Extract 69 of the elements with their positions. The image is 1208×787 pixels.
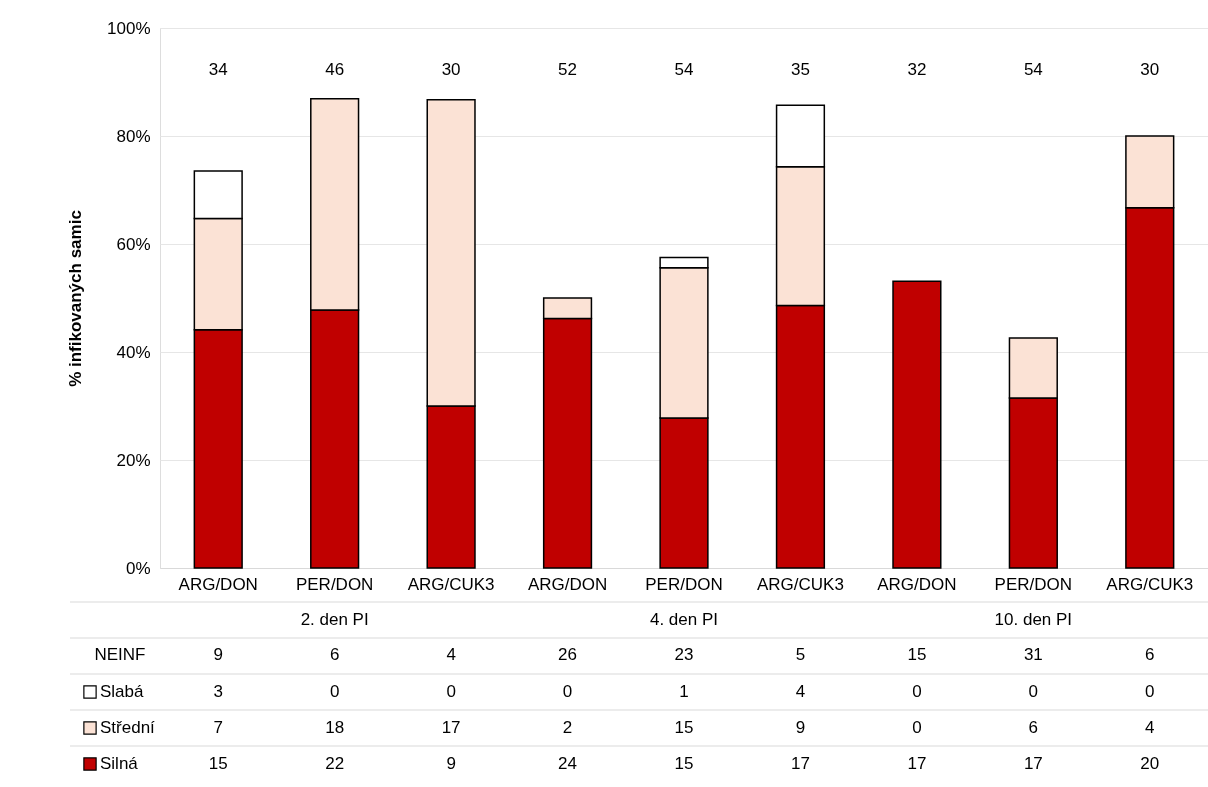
y-tick-label: 20% xyxy=(116,450,151,470)
x-tick-label: ARG/DON xyxy=(527,574,608,594)
text: 4 xyxy=(1145,718,1155,737)
text: 9 xyxy=(795,718,806,737)
y-tick-label: 40% xyxy=(116,342,151,362)
text: 17 xyxy=(1023,754,1043,773)
x-tick-label: ARG/CUK3 xyxy=(756,574,844,594)
bar xyxy=(892,280,942,569)
text: 6 xyxy=(1145,645,1155,664)
text: 9 xyxy=(446,754,456,773)
text: 2 xyxy=(562,718,573,737)
annotation: 54 xyxy=(674,60,694,79)
y-tick-label: 60% xyxy=(116,234,151,254)
text: 22 xyxy=(325,754,345,773)
text: 18 xyxy=(325,718,345,737)
text: 20 xyxy=(1140,754,1160,773)
text: 0 xyxy=(329,682,340,701)
x-tick-label: PER/DON xyxy=(295,574,374,594)
text: 1 xyxy=(679,682,689,701)
text: NEINF xyxy=(94,645,146,664)
text: 0 xyxy=(912,682,922,701)
x-tick-label: ARG/CUK3 xyxy=(1106,574,1194,594)
text: 3 xyxy=(213,682,223,701)
text: 23 xyxy=(674,645,694,664)
text: 0 xyxy=(562,682,573,701)
text: 15 xyxy=(674,718,694,737)
text: 31 xyxy=(1023,645,1043,664)
annotation: 34 xyxy=(208,60,228,79)
text: 26 xyxy=(558,645,578,664)
text: 17 xyxy=(907,754,927,773)
annotation: 52 xyxy=(558,60,578,79)
x-tick-label: ARG/DON xyxy=(877,574,957,594)
y-axis-title: % infikovaných samic xyxy=(66,210,86,387)
text: 6 xyxy=(329,645,340,664)
x-tick-label: ARG/DON xyxy=(178,574,258,594)
legend-label: Silná xyxy=(100,754,139,773)
text: 0 xyxy=(446,682,456,701)
x-tick-label: ARG/CUK3 xyxy=(407,574,495,594)
annotation: 30 xyxy=(1140,60,1160,79)
annotation: 30 xyxy=(441,60,461,79)
legend-label: Slabá xyxy=(100,682,145,701)
annotation: 54 xyxy=(1023,60,1043,79)
text: 10. den PI xyxy=(994,610,1073,629)
text: 0 xyxy=(1145,682,1155,701)
annotation: 35 xyxy=(790,60,810,79)
text: 4. den PI xyxy=(649,610,719,629)
text: 17 xyxy=(790,754,810,773)
text: 5 xyxy=(795,645,806,664)
text: 0 xyxy=(912,718,922,737)
text: 4 xyxy=(446,645,456,664)
text: 9 xyxy=(213,645,223,664)
text: 15 xyxy=(208,754,228,773)
y-tick-label: 0% xyxy=(125,558,151,578)
text: 4 xyxy=(795,682,806,701)
text: 17 xyxy=(441,718,461,737)
y-tick-label: 100% xyxy=(107,18,151,38)
legend-label: Střední xyxy=(100,718,156,737)
x-tick-label: PER/DON xyxy=(994,574,1073,594)
annotation: 32 xyxy=(907,60,927,79)
x-tick-label: PER/DON xyxy=(645,574,723,594)
text: 6 xyxy=(1028,718,1039,737)
y-tick-label: 80% xyxy=(116,126,151,146)
annotation: 46 xyxy=(325,60,345,79)
text: 0 xyxy=(1028,682,1039,701)
text: 15 xyxy=(674,754,694,773)
text: 24 xyxy=(558,754,578,773)
text: 7 xyxy=(213,718,223,737)
text: 2. den PI xyxy=(300,610,369,629)
text: 15 xyxy=(907,645,927,664)
